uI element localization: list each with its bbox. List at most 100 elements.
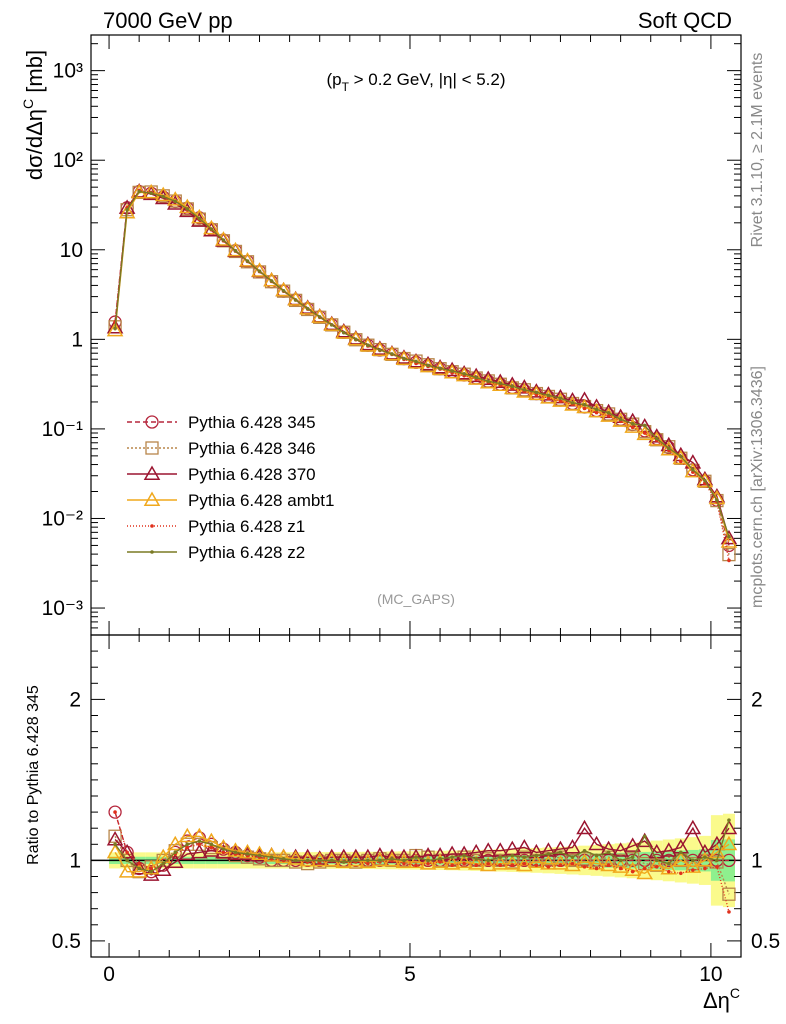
main-series bbox=[106, 183, 738, 563]
point-z1 bbox=[546, 396, 551, 401]
point-z2 bbox=[727, 534, 731, 539]
point-z2 bbox=[149, 191, 153, 196]
point-ambt1 bbox=[648, 431, 666, 446]
point-z2 bbox=[113, 326, 117, 331]
ratio-point-z2 bbox=[522, 855, 527, 859]
point-z2 bbox=[498, 381, 503, 386]
legend-label-z2: Pythia 6.428 z2 bbox=[188, 543, 305, 562]
ratio-point-ambt1 bbox=[600, 856, 617, 872]
ratio-point-s370 bbox=[383, 848, 401, 864]
ratio-point-z2 bbox=[366, 858, 370, 863]
ratio-point-z2 bbox=[654, 858, 659, 863]
ratio-point-z1 bbox=[402, 861, 406, 866]
ratio-point-ambt1 bbox=[648, 856, 666, 872]
point-ambt1 bbox=[419, 357, 437, 373]
ratio-point-s370 bbox=[612, 842, 629, 857]
point-z2 bbox=[474, 375, 478, 380]
ratio-point-ambt1 bbox=[528, 853, 545, 869]
ratio-point-z2 bbox=[642, 834, 647, 839]
legend-marker-z1 bbox=[150, 524, 154, 528]
ratio-point-z2 bbox=[570, 855, 575, 859]
point-z2 bbox=[691, 467, 695, 472]
legend-label-ambt1: Pythia 6.428 ambt1 bbox=[188, 491, 334, 510]
xtick-label: 10 bbox=[699, 963, 722, 986]
ratio-point-z2 bbox=[534, 853, 539, 858]
ratio-point-s370 bbox=[179, 845, 196, 860]
xlabel: ΔηC bbox=[703, 985, 740, 1013]
ratio-point-z2 bbox=[233, 850, 238, 855]
ratio-point-s370 bbox=[118, 843, 136, 859]
point-z2 bbox=[666, 446, 671, 451]
header-right: Soft QCD bbox=[638, 8, 732, 33]
ratio-point-ambt1 bbox=[130, 863, 148, 878]
header-left: 7000 GeV pp bbox=[103, 8, 233, 33]
ratio-point-z2 bbox=[402, 858, 406, 863]
ratio-point-ambt1 bbox=[251, 845, 268, 860]
ratio-point-ambt1 bbox=[720, 835, 738, 851]
point-z1 bbox=[582, 406, 587, 411]
point-s370 bbox=[443, 361, 461, 377]
point-z2 bbox=[209, 227, 214, 231]
point-ambt1 bbox=[347, 330, 365, 346]
point-z2 bbox=[522, 387, 527, 392]
ratio-point-s370 bbox=[636, 832, 653, 848]
ratio-point-z1 bbox=[546, 865, 551, 869]
legend: Pythia 6.428 345 Pythia 6.428 346 Pythia 6… bbox=[127, 413, 334, 562]
point-z2 bbox=[618, 417, 623, 422]
point-z2 bbox=[185, 207, 190, 211]
ratio-point-s370 bbox=[191, 843, 208, 859]
ratio-point-z2 bbox=[113, 842, 117, 847]
point-z2 bbox=[221, 238, 226, 242]
point-z2 bbox=[245, 259, 250, 263]
ratio-point-s370 bbox=[203, 842, 220, 857]
ratio-point-z1 bbox=[486, 861, 491, 866]
main-ytick-label: 10⁻¹ bbox=[42, 418, 83, 441]
ratio-point-ambt1 bbox=[118, 863, 136, 878]
main-ytick-label: 10² bbox=[53, 149, 83, 172]
point-z1 bbox=[642, 431, 647, 435]
point-z2 bbox=[281, 288, 286, 293]
point-z2 bbox=[606, 411, 611, 415]
ratio-ytick-label-right: 0.5 bbox=[751, 930, 780, 953]
ratio-point-s370 bbox=[443, 845, 461, 860]
point-z2 bbox=[161, 194, 166, 199]
ratio-point-z1 bbox=[558, 863, 563, 868]
point-z2 bbox=[354, 337, 358, 342]
ratio-point-z1 bbox=[450, 863, 454, 868]
main-ytick-label: 10⁻³ bbox=[42, 597, 83, 620]
ratio-point-ambt1 bbox=[491, 855, 509, 870]
point-s370 bbox=[479, 370, 497, 386]
ratio-point-ambt1 bbox=[612, 858, 629, 873]
ratio-point-ambt1 bbox=[540, 855, 557, 870]
point-z2 bbox=[679, 454, 683, 459]
point-ambt1 bbox=[323, 316, 341, 331]
ratio-point-s370 bbox=[660, 842, 678, 857]
main-ylabel: dσ/dΔηC [mb] bbox=[20, 50, 47, 180]
legend-marker-s345 bbox=[145, 415, 159, 429]
ratio-point-z2 bbox=[293, 858, 298, 863]
ratio-point-s370 bbox=[455, 845, 473, 860]
ratio-point-z1 bbox=[666, 869, 671, 874]
point-s346 bbox=[301, 302, 315, 317]
xtick-label: 0 bbox=[103, 963, 115, 986]
ratio-point-z1 bbox=[570, 861, 575, 866]
point-z1 bbox=[630, 425, 635, 430]
ratio-point-z2 bbox=[329, 858, 334, 863]
ratio-point-z2 bbox=[486, 858, 491, 863]
ratio-point-s370 bbox=[576, 819, 593, 835]
ratio-point-z2 bbox=[594, 853, 599, 858]
point-ambt1 bbox=[106, 321, 124, 337]
ratio-point-z1 bbox=[654, 865, 659, 869]
point-z2 bbox=[233, 248, 238, 253]
point-z2 bbox=[426, 363, 430, 368]
ratio-point-s370 bbox=[323, 848, 341, 864]
ratio-point-s370 bbox=[479, 842, 497, 857]
point-z2 bbox=[293, 298, 298, 302]
ratio-point-z2 bbox=[341, 860, 346, 864]
point-z2 bbox=[137, 189, 141, 194]
ratio-point-ambt1 bbox=[624, 861, 641, 877]
ratio-point-z2 bbox=[426, 858, 430, 863]
ratio-point-z2 bbox=[546, 852, 551, 856]
point-z2 bbox=[402, 356, 406, 361]
point-z2 bbox=[594, 407, 599, 412]
